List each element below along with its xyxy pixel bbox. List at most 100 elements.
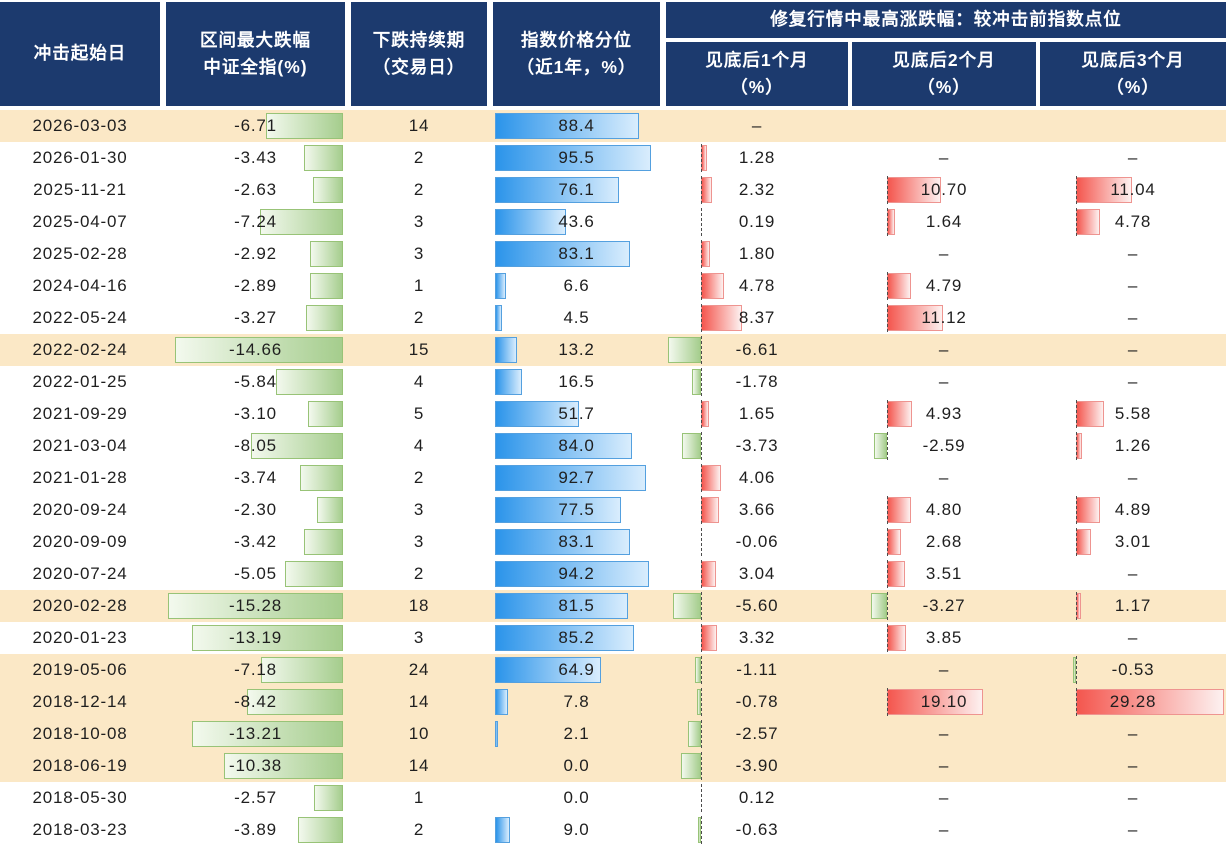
cell-value: -0.78 (735, 692, 779, 711)
cell-value: 2022-02-24 (32, 340, 128, 359)
cell-value: 2025-02-28 (32, 244, 128, 263)
cell-value: -5.05 (234, 564, 277, 583)
recovery-1m-cell: 8.37 (666, 302, 848, 334)
percentile-bar (495, 177, 620, 203)
percentile-bar (495, 817, 510, 843)
shock-date-cell: 2018-12-14 (0, 686, 160, 718)
cell-value: – (1127, 244, 1139, 263)
shock-date-cell: 2018-06-19 (0, 750, 160, 782)
shock-date-cell: 2020-09-09 (0, 526, 160, 558)
cell-value: 2021-03-04 (32, 436, 128, 455)
max-drawdown-cell: -7.24 (166, 206, 345, 238)
bar-axis-line (1075, 656, 1077, 684)
cell-value: – (938, 660, 950, 679)
cell-value: 3 (413, 628, 425, 647)
bar-axis-line (887, 272, 889, 300)
cell-value: 14 (408, 116, 430, 135)
percentile-bar (495, 113, 640, 139)
table-row: 2022-01-25 -5.84 4 16.5 -1.78 – – (0, 366, 1226, 398)
cell-value: 1.80 (738, 244, 776, 263)
recovery-loss-bar (681, 753, 701, 779)
cell-value: – (1127, 308, 1139, 327)
recovery-1m-cell: 3.66 (666, 494, 848, 526)
cell-value: 1 (413, 788, 425, 807)
max-drawdown-cell: -2.89 (166, 270, 345, 302)
percentile-bar (495, 369, 522, 395)
cell-value: – (938, 148, 950, 167)
cell-value: 2020-09-09 (32, 532, 128, 551)
recovery-1m-cell: 2.32 (666, 174, 848, 206)
recovery-gain-bar (1075, 177, 1132, 203)
cell-value: 3 (413, 532, 425, 551)
recovery-1m-cell: – (666, 110, 848, 142)
drawdown-bar (224, 753, 343, 779)
recovery-1m-cell: -3.90 (666, 750, 848, 782)
recovery-3m-cell: 3.01 (1040, 526, 1226, 558)
cell-value: 7.8 (563, 692, 590, 711)
recovery-3m-cell: 4.89 (1040, 494, 1226, 526)
bar-axis-line (887, 688, 889, 716)
recovery-2m-cell: -2.59 (852, 430, 1036, 462)
table-row: 2025-02-28 -2.92 3 83.1 1.80 – – (0, 238, 1226, 270)
duration-cell: 15 (351, 334, 487, 366)
cell-value: 18 (408, 596, 430, 615)
cell-value: 88.4 (558, 116, 595, 135)
recovery-2m-cell: 4.93 (852, 398, 1036, 430)
cell-value: 2 (413, 180, 425, 199)
bar-axis-line (1075, 176, 1077, 204)
bar-axis-line (887, 528, 889, 556)
bar-axis-line (700, 432, 702, 460)
header-price-percentile: 指数价格分位 （近1年，%） (493, 2, 660, 106)
recovery-loss-bar (673, 593, 701, 619)
cell-value: 6.6 (563, 276, 590, 295)
recovery-2m-cell: – (852, 334, 1036, 366)
cell-value: – (1127, 148, 1139, 167)
bar-axis-line (887, 208, 889, 236)
drawdown-bar (305, 305, 343, 331)
recovery-2m-cell: – (852, 366, 1036, 398)
recovery-1m-cell: -6.61 (666, 334, 848, 366)
max-drawdown-cell: -14.66 (166, 334, 345, 366)
cell-value: – (938, 756, 950, 775)
cell-value: -3.90 (735, 756, 779, 775)
max-drawdown-cell: -10.38 (166, 750, 345, 782)
percentile-cell: 43.6 (493, 206, 660, 238)
max-drawdown-cell: -13.19 (166, 622, 345, 654)
recovery-2m-cell: 1.64 (852, 206, 1036, 238)
recovery-gain-bar (887, 177, 941, 203)
cell-value: 3 (413, 244, 425, 263)
recovery-2m-cell: 19.10 (852, 686, 1036, 718)
recovery-2m-cell: 3.51 (852, 558, 1036, 590)
header-recovery-group: 修复行情中最高涨跌幅：较冲击前指数点位 (666, 2, 1226, 38)
recovery-3m-cell: – (1040, 462, 1226, 494)
recovery-1m-cell: -3.73 (666, 430, 848, 462)
percentile-cell: 94.2 (493, 558, 660, 590)
bar-axis-line (700, 144, 702, 172)
bar-axis-line (700, 560, 702, 588)
shock-date-cell: 2020-07-24 (0, 558, 160, 590)
cell-value: 4.79 (925, 276, 963, 295)
cell-value: 10.70 (920, 180, 968, 199)
percentile-bar (495, 273, 506, 299)
cell-value: 10 (408, 724, 430, 743)
table-row: 2021-01-28 -3.74 2 92.7 4.06 – – (0, 462, 1226, 494)
cell-value: – (1127, 468, 1139, 487)
bar-axis-line (700, 496, 702, 524)
shock-date-cell: 2018-10-08 (0, 718, 160, 750)
cell-value: -10.38 (228, 756, 282, 775)
table-row: 2020-07-24 -5.05 2 94.2 3.04 3.51 – (0, 558, 1226, 590)
recovery-3m-cell: – (1040, 814, 1226, 846)
table-row: 2018-06-19 -10.38 14 0.0 -3.90 – – (0, 750, 1226, 782)
max-drawdown-cell: -3.43 (166, 142, 345, 174)
bar-axis-line (887, 304, 889, 332)
recovery-loss-bar (688, 721, 701, 747)
drawdown-bar (312, 177, 343, 203)
recovery-3m-cell: 29.28 (1040, 686, 1226, 718)
duration-cell: 14 (351, 750, 487, 782)
drawdown-bar (191, 721, 343, 747)
recovery-1m-cell: -0.63 (666, 814, 848, 846)
recovery-loss-bar (682, 433, 701, 459)
percentile-cell: 0.0 (493, 782, 660, 814)
duration-cell: 5 (351, 398, 487, 430)
